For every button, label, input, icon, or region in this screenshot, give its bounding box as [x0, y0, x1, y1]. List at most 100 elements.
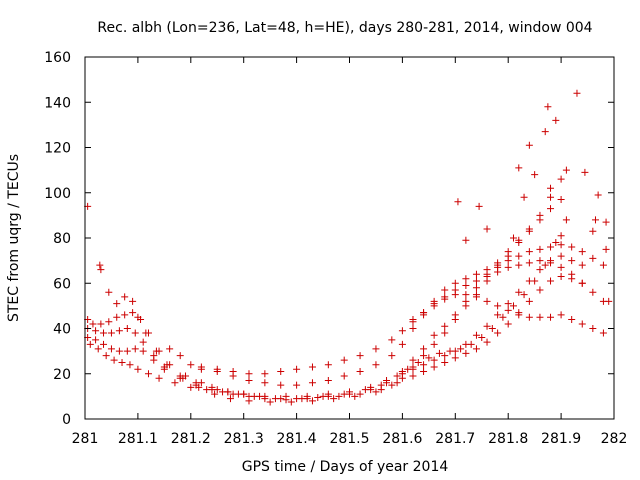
data-point	[525, 225, 533, 233]
data-point	[113, 300, 121, 308]
data-point	[420, 345, 428, 353]
data-point	[589, 288, 597, 296]
data-point	[113, 313, 121, 321]
chart-title: Rec. albh (Lon=236, Lat=48, h=HE), days …	[97, 20, 592, 36]
data-point	[451, 279, 459, 287]
data-point	[557, 272, 565, 280]
data-point	[261, 379, 269, 387]
data-point	[504, 263, 512, 271]
data-point	[340, 390, 348, 398]
data-point	[115, 347, 123, 355]
data-point	[293, 395, 301, 403]
data-point	[105, 318, 113, 326]
data-point	[137, 315, 145, 323]
data-point	[139, 338, 147, 346]
y-tick-label: 140	[44, 95, 71, 111]
data-point	[96, 261, 104, 269]
data-point	[351, 392, 359, 400]
data-point	[515, 311, 523, 319]
data-point	[356, 367, 364, 375]
data-point	[398, 370, 406, 378]
data-point	[515, 164, 523, 172]
data-point	[129, 297, 137, 305]
data-point	[435, 349, 443, 357]
data-point	[356, 390, 364, 398]
data-point	[525, 248, 533, 256]
x-tick-label: 281.3	[224, 431, 264, 447]
data-point	[372, 388, 380, 396]
data-point	[409, 325, 417, 332]
data-point	[547, 205, 555, 213]
data-point	[340, 356, 348, 364]
x-ticks: 281 281.1 281.2 281.3 281.4 281.5 281.6 281.7 28…	[72, 57, 627, 447]
data-point	[557, 196, 565, 204]
data-point	[499, 313, 507, 321]
data-point	[367, 383, 375, 391]
data-point	[515, 261, 523, 269]
data-point	[599, 261, 607, 269]
data-point	[557, 252, 565, 260]
data-point	[483, 297, 491, 305]
data-point	[494, 268, 502, 276]
data-point	[488, 325, 496, 332]
data-point	[557, 263, 565, 271]
data-point	[129, 309, 137, 317]
data-point	[494, 302, 502, 310]
data-point	[383, 377, 391, 385]
data-point	[121, 311, 129, 319]
data-point	[308, 397, 316, 405]
y-tick-label: 80	[53, 231, 71, 247]
data-point	[340, 372, 348, 380]
data-point	[441, 352, 449, 360]
data-point	[356, 352, 364, 360]
x-axis-label: GPS time / Days of year 2014	[242, 459, 449, 475]
data-point	[547, 184, 555, 192]
data-point	[536, 257, 544, 265]
data-point	[303, 392, 311, 400]
data-point	[105, 288, 113, 296]
data-point	[547, 277, 555, 285]
data-point	[293, 381, 301, 389]
data-point	[581, 168, 589, 176]
data-point	[536, 245, 544, 253]
data-point	[536, 286, 544, 294]
data-point	[92, 336, 100, 344]
data-point	[547, 313, 555, 321]
y-axis-label: STEC from uqrg / TECUs	[6, 154, 22, 322]
data-point	[591, 216, 599, 224]
data-point	[361, 386, 369, 394]
data-point	[107, 329, 115, 337]
data-point	[547, 193, 555, 201]
data-point	[97, 266, 105, 274]
data-point	[602, 245, 610, 253]
x-tick-label: 281.7	[435, 431, 475, 447]
data-point	[420, 361, 428, 369]
data-point	[430, 356, 438, 364]
data-point	[599, 329, 607, 337]
data-point	[414, 358, 422, 366]
data-point	[234, 390, 242, 398]
data-point	[544, 103, 552, 111]
data-point	[441, 295, 449, 303]
data-point	[245, 370, 253, 378]
data-point	[308, 363, 316, 371]
data-point	[144, 370, 152, 378]
data-point	[462, 291, 470, 299]
data-point	[451, 347, 459, 355]
y-tick-label: 60	[53, 276, 71, 292]
data-point	[107, 345, 115, 353]
data-point	[441, 322, 449, 330]
x-tick-label: 281.2	[171, 431, 211, 447]
y-tick-label: 160	[44, 50, 71, 66]
data-point	[602, 218, 610, 226]
data-point	[197, 363, 205, 371]
data-point	[462, 282, 470, 290]
y-tick-label: 100	[44, 186, 71, 202]
data-point	[589, 227, 597, 235]
data-point	[388, 352, 396, 360]
data-point	[462, 236, 470, 244]
data-point	[250, 392, 258, 400]
data-point	[131, 329, 139, 337]
data-point	[229, 367, 237, 375]
data-point	[441, 286, 449, 294]
